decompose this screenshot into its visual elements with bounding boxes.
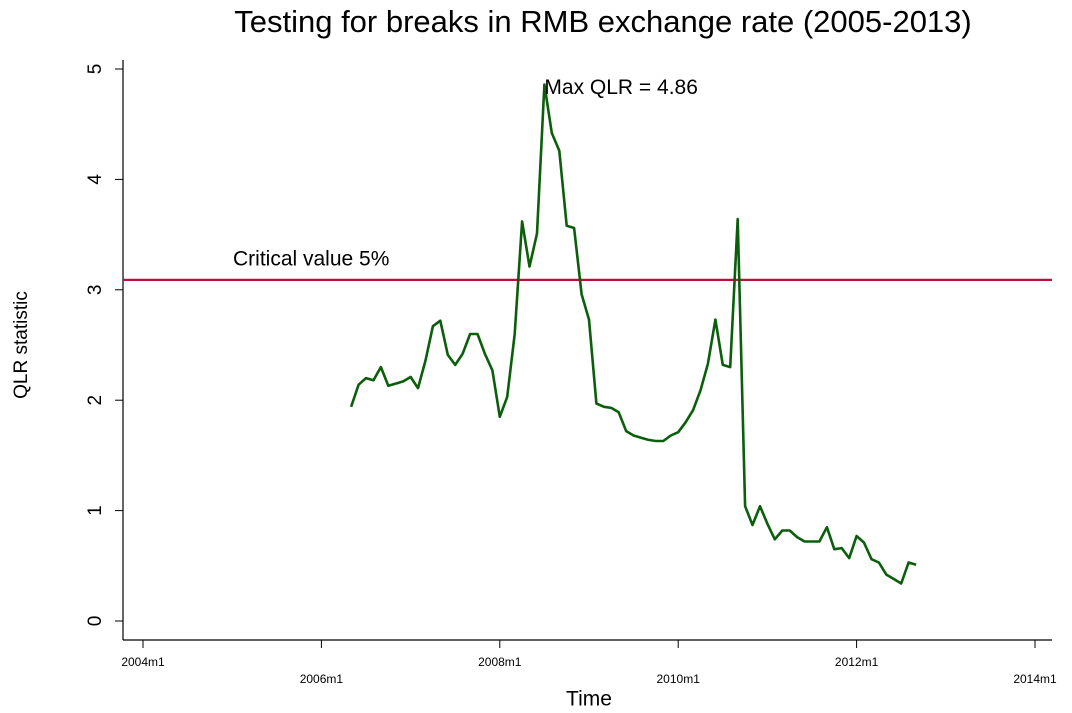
x-tick-label: 2010m1 <box>657 672 701 686</box>
y-tick-label: 3 <box>85 285 106 296</box>
x-tick-label: 2004m1 <box>121 655 165 669</box>
x-tick-label: 2006m1 <box>300 672 344 686</box>
y-tick-label: 1 <box>85 505 106 516</box>
y-axis-label: QLR statistic <box>11 291 32 399</box>
y-tick-label: 5 <box>85 64 106 75</box>
y-tick-label: 0 <box>85 616 106 627</box>
x-axis-label: Time <box>566 688 612 711</box>
max-annotation: Max QLR = 4.86 <box>544 76 698 99</box>
data-line <box>349 83 917 585</box>
x-tick-label: 2008m1 <box>478 655 522 669</box>
y-tick-label: 2 <box>85 395 106 406</box>
critical-value-label: Critical value 5% <box>233 247 389 270</box>
x-tick-label: 2012m1 <box>835 655 879 669</box>
chart-title: Testing for breaks in RMB exchange rate … <box>234 4 972 39</box>
x-tick-label: 2014m1 <box>1013 672 1057 686</box>
y-tick-label: 4 <box>85 174 106 185</box>
